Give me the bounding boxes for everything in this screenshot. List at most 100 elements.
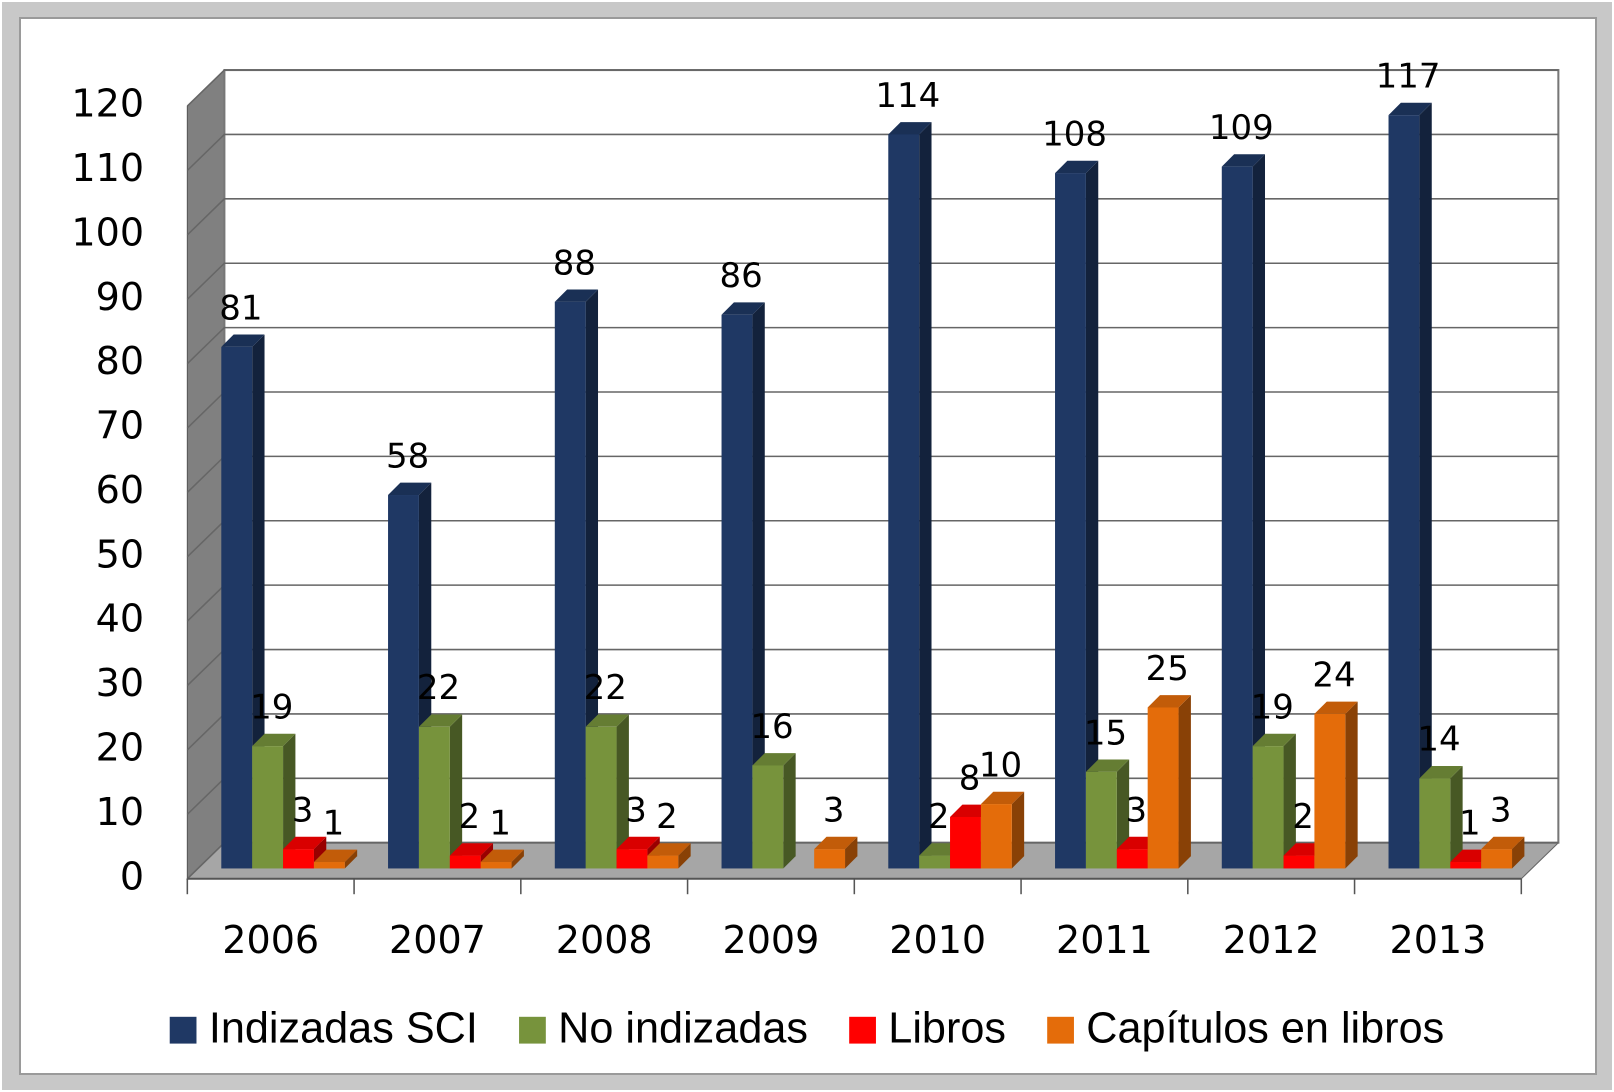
bar (888, 134, 920, 869)
data-label: 86 (719, 256, 762, 296)
bar (1388, 115, 1420, 869)
data-label: 2 (1292, 797, 1314, 837)
data-label: 8 (959, 758, 981, 798)
y-tick-label: 100 (71, 210, 144, 254)
bar-side (1419, 102, 1432, 869)
bar (814, 849, 846, 869)
bar (1221, 166, 1253, 869)
bar (418, 726, 450, 869)
bar-top (1147, 695, 1191, 708)
bar (1116, 849, 1148, 869)
bar (1252, 746, 1284, 869)
bar (950, 816, 981, 869)
bar (1481, 849, 1513, 869)
data-label: 22 (584, 668, 627, 708)
x-tick-label: 2006 (222, 918, 319, 962)
data-label: 2 (928, 797, 950, 837)
bar-top (721, 302, 765, 315)
data-label: 1 (1459, 803, 1481, 843)
bar (252, 746, 284, 869)
x-tick-label: 2012 (1223, 918, 1320, 962)
data-label: 2 (656, 797, 678, 837)
y-tick-label: 50 (96, 532, 144, 576)
data-label: 25 (1146, 649, 1189, 689)
bar-top (888, 122, 932, 135)
bar-top (1252, 733, 1296, 747)
bar-top (388, 482, 432, 496)
data-label: 3 (1126, 791, 1148, 831)
bar-top (221, 334, 265, 347)
data-label: 3 (292, 791, 314, 831)
legend-swatch (1047, 1016, 1074, 1044)
y-tick-label: 80 (96, 339, 144, 383)
grid-line (186, 133, 1559, 172)
x-tick-label: 2011 (1056, 918, 1153, 962)
data-label: 117 (1376, 57, 1441, 97)
x-tick-label: 2010 (889, 918, 986, 962)
data-label: 19 (250, 688, 293, 728)
data-label: 14 (1417, 720, 1460, 760)
y-tick-label: 90 (96, 275, 144, 319)
y-tick-label: 60 (96, 468, 144, 512)
bar-top (1055, 160, 1099, 174)
bar (449, 855, 481, 869)
bar-side (283, 733, 296, 869)
bar (1283, 855, 1315, 869)
y-tick-label: 30 (96, 661, 144, 705)
x-tick-label: 2013 (1389, 918, 1486, 962)
bar-side (1450, 765, 1463, 869)
data-label: 109 (1209, 108, 1274, 148)
grid-line (186, 69, 1559, 107)
x-tick-label: 2009 (722, 918, 819, 962)
data-label: 1 (489, 803, 511, 843)
data-label: 88 (553, 243, 596, 283)
y-tick-label: 20 (96, 725, 144, 769)
bar-top (283, 836, 327, 850)
bar-top (1419, 765, 1463, 779)
grid-line (186, 326, 1559, 365)
bar-top (418, 714, 463, 727)
data-label: 16 (750, 707, 793, 747)
bar-side (1178, 695, 1191, 869)
bar-top (1481, 836, 1525, 850)
data-label: 58 (386, 436, 429, 476)
bar-top (449, 843, 494, 856)
data-label: 19 (1251, 688, 1294, 728)
legend-swatch (849, 1016, 876, 1044)
data-label: 81 (219, 288, 262, 328)
data-label: 114 (875, 76, 940, 116)
bar-side (511, 849, 524, 869)
data-label: 3 (823, 791, 845, 831)
legend-label: No indizadas (558, 1005, 808, 1053)
bar-top (252, 733, 296, 747)
bar-top (554, 289, 599, 302)
bar (1314, 713, 1346, 869)
bar-top (313, 849, 358, 863)
data-label: 2 (459, 797, 481, 837)
bar-side (783, 753, 796, 869)
legend-label: Libros (888, 1005, 1006, 1053)
bar-top (616, 836, 660, 850)
x-tick-label: 2008 (556, 918, 653, 962)
bar (313, 862, 345, 869)
bar (283, 849, 314, 869)
y-tick-label: 70 (96, 404, 144, 448)
legend-label: Capítulos en libros (1086, 1005, 1444, 1053)
data-label: 15 (1084, 713, 1127, 753)
bar-side (678, 843, 691, 869)
bar-side (1011, 791, 1025, 869)
bar-top (1221, 154, 1266, 167)
grid-line (186, 262, 1559, 300)
bar-side (1252, 154, 1266, 869)
data-label: 3 (625, 791, 647, 831)
bar-top (1388, 102, 1432, 116)
y-tick-label: 0 (120, 854, 144, 898)
bar (980, 804, 1012, 869)
bar-side (449, 714, 463, 869)
bar (1450, 862, 1482, 869)
legend-swatch (169, 1016, 197, 1044)
bar (1085, 771, 1117, 869)
y-tick-label: 120 (71, 82, 144, 126)
bar (647, 855, 679, 869)
